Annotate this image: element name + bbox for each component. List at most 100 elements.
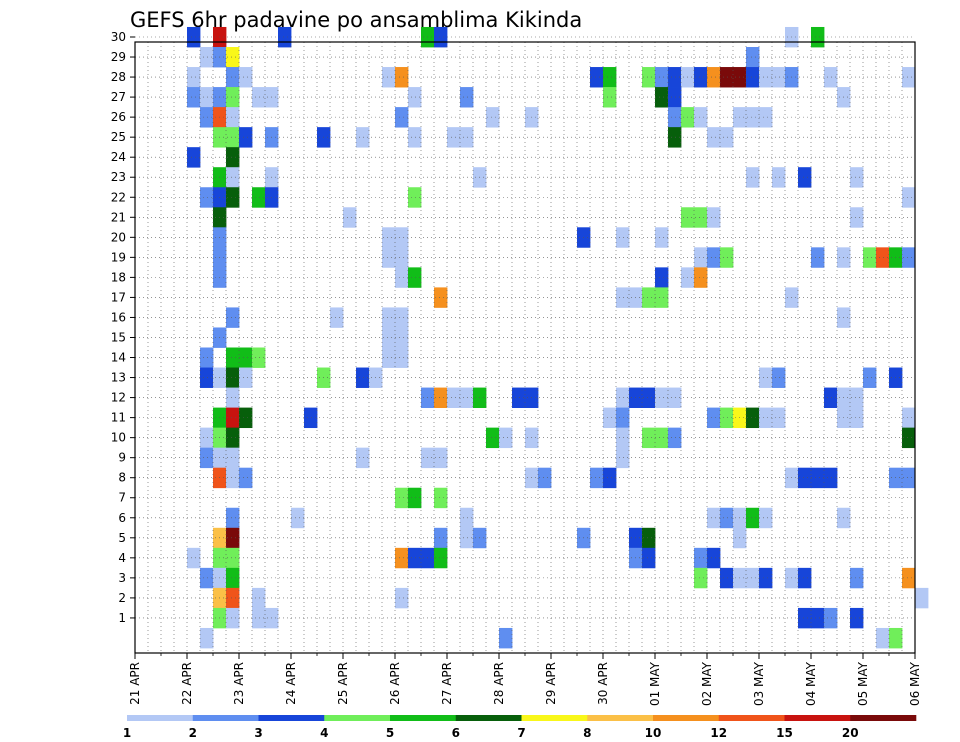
colorbar-swatch — [455, 715, 522, 721]
heatmap-cell — [772, 167, 786, 188]
heatmap-cell — [239, 407, 253, 429]
heatmap-cell — [460, 507, 474, 529]
heatmap-cell — [187, 26, 201, 48]
heatmap-cell — [603, 467, 617, 489]
heatmap-cell — [642, 67, 656, 88]
heatmap-cell — [824, 607, 838, 629]
y-tick-label: 28 — [111, 70, 126, 84]
heatmap-cell — [668, 67, 682, 88]
chart-title: GEFS 6hr padavine po ansamblima Kikinda — [130, 8, 582, 32]
heatmap-cell — [356, 127, 370, 148]
heatmap-cell — [434, 547, 448, 569]
y-tick-label: 12 — [111, 391, 126, 405]
heatmap-cell — [239, 127, 253, 148]
heatmap-cell — [798, 607, 812, 629]
y-tick-label: 2 — [118, 591, 126, 605]
y-tick-label: 8 — [118, 471, 126, 485]
heatmap-cell — [655, 67, 669, 88]
heatmap-cell — [798, 167, 812, 188]
heatmap-cell — [798, 467, 812, 489]
heatmap-cell — [200, 567, 214, 589]
colorbar-tick-label: 20 — [842, 726, 859, 740]
heatmap-cell — [460, 527, 474, 549]
heatmap-cell — [434, 527, 448, 549]
heatmap-cell — [343, 207, 357, 228]
x-tick-label: 01 MAY — [648, 661, 662, 706]
heatmap-cell — [226, 167, 240, 188]
heatmap-cell — [512, 387, 526, 408]
heatmap-cell — [668, 107, 682, 128]
heatmap-cell — [655, 227, 669, 248]
heatmap-cell — [902, 567, 916, 589]
heatmap-cell — [902, 67, 916, 88]
heatmap-cell — [200, 187, 214, 208]
heatmap-cell — [252, 347, 266, 368]
heatmap-cell — [876, 627, 890, 649]
heatmap-cell — [616, 387, 630, 408]
y-tick-label: 7 — [118, 491, 126, 505]
heatmap-cell — [395, 307, 409, 328]
y-tick-label: 9 — [118, 451, 126, 465]
heatmap-cell — [356, 447, 370, 469]
heatmap-cell — [408, 187, 422, 208]
heatmap-cell — [824, 67, 838, 88]
heatmap-cell — [655, 267, 669, 288]
heatmap-cell — [499, 627, 513, 649]
heatmap-cell — [226, 307, 240, 328]
heatmap-cell — [252, 607, 266, 629]
heatmap-cell — [382, 347, 396, 368]
heatmap-cell — [226, 387, 240, 408]
heatmap-cell — [434, 447, 448, 469]
heatmap-cell — [499, 427, 513, 449]
heatmap-cell — [863, 367, 877, 388]
heatmap-cell — [395, 267, 409, 288]
colorbar-tick-label: 1 — [123, 726, 131, 740]
heatmap-cell — [356, 367, 370, 388]
heatmap-cell — [642, 427, 656, 449]
heatmap-cell — [811, 607, 825, 629]
heatmap-cell — [720, 567, 734, 589]
heatmap-cell — [850, 167, 864, 188]
heatmap-cell — [395, 487, 409, 509]
heatmap-cell — [850, 607, 864, 629]
heatmap-cell — [226, 107, 240, 128]
heatmap-cell — [226, 67, 240, 88]
y-tick-label: 24 — [111, 150, 126, 164]
heatmap-cell — [707, 507, 721, 529]
heatmap-cell — [226, 127, 240, 148]
heatmap-cell — [395, 347, 409, 368]
heatmap-cell — [226, 607, 240, 629]
heatmap-cell — [694, 107, 708, 128]
heatmap-cell — [850, 407, 864, 429]
heatmap-cell — [226, 367, 240, 388]
heatmap-cell — [746, 47, 760, 68]
heatmap-cell — [408, 267, 422, 288]
y-tick-label: 10 — [111, 431, 126, 445]
heatmap-cell — [330, 307, 344, 328]
heatmap-cell — [460, 387, 474, 408]
heatmap-cell — [226, 467, 240, 489]
heatmap-cell — [226, 47, 240, 68]
heatmap-cell — [915, 587, 929, 609]
y-tick-label: 30 — [111, 30, 126, 44]
heatmap-cell — [395, 547, 409, 569]
heatmap-cell — [811, 247, 825, 268]
y-tick-label: 25 — [111, 130, 126, 144]
y-tick-label: 13 — [111, 371, 126, 385]
heatmap-cells — [187, 26, 929, 649]
heatmap-cell — [772, 367, 786, 388]
colorbar-swatch — [127, 715, 194, 721]
heatmap-cell — [304, 407, 318, 429]
heatmap-cell — [746, 67, 760, 88]
x-tick-label: 02 MAY — [700, 661, 714, 706]
heatmap-cell — [902, 187, 916, 208]
y-tick-label: 5 — [118, 531, 126, 545]
heatmap-cell — [291, 507, 305, 529]
x-tick-label: 24 APR — [284, 662, 298, 705]
heatmap-cell — [239, 67, 253, 88]
heatmap-cell — [668, 127, 682, 148]
heatmap-cell — [759, 67, 773, 88]
heatmap-cell — [408, 547, 422, 569]
heatmap-cell — [226, 147, 240, 168]
y-tick-label: 27 — [111, 90, 126, 104]
